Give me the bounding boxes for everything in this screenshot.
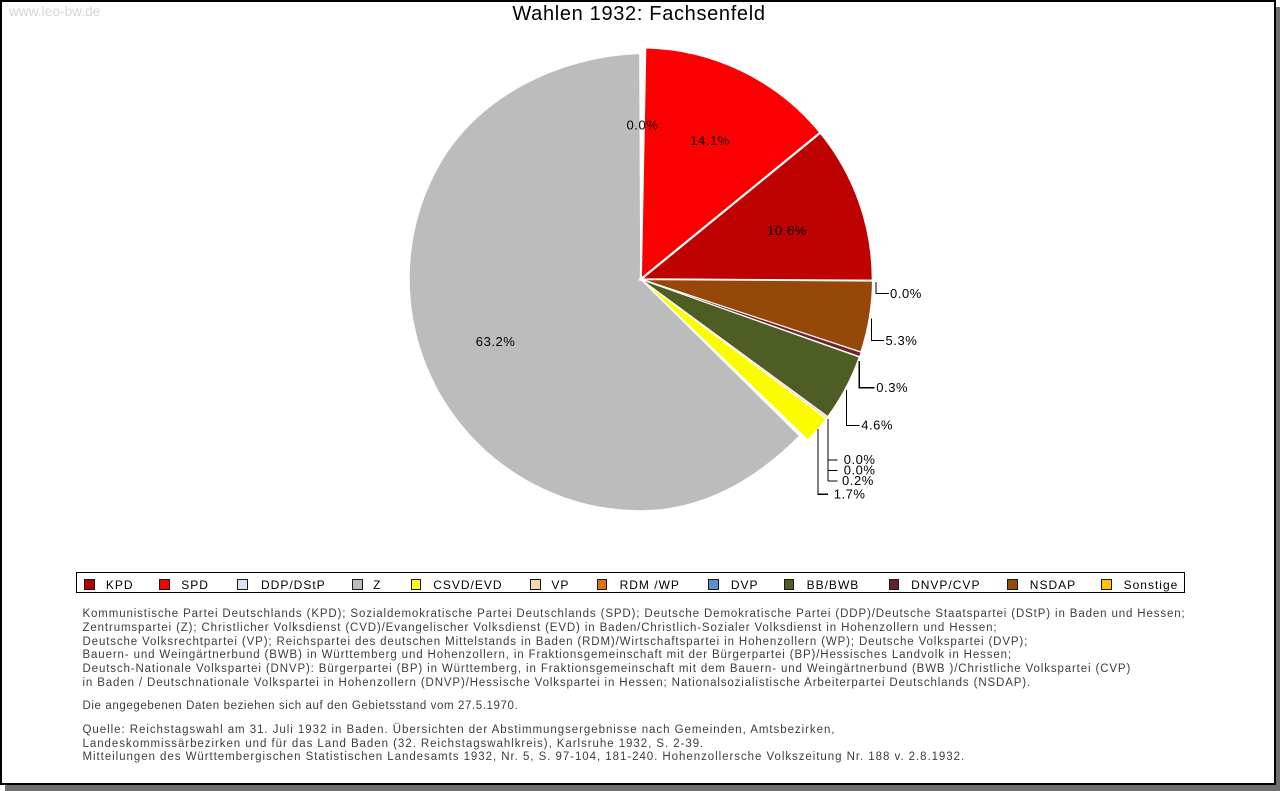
svg-text:63.2%: 63.2% xyxy=(476,334,516,349)
svg-text:0.0%: 0.0% xyxy=(627,117,659,132)
svg-text:4.6%: 4.6% xyxy=(861,418,893,433)
svg-text:0.3%: 0.3% xyxy=(876,380,908,395)
svg-text:0.2%: 0.2% xyxy=(842,473,874,488)
svg-text:10.6%: 10.6% xyxy=(767,223,807,238)
svg-text:14.1%: 14.1% xyxy=(690,133,730,148)
svg-text:5.3%: 5.3% xyxy=(886,333,918,348)
svg-text:0.0%: 0.0% xyxy=(890,286,922,301)
svg-text:1.7%: 1.7% xyxy=(834,486,866,501)
svg-text:0.0%: 0.0% xyxy=(844,462,876,477)
svg-text:0.0%: 0.0% xyxy=(844,452,876,467)
